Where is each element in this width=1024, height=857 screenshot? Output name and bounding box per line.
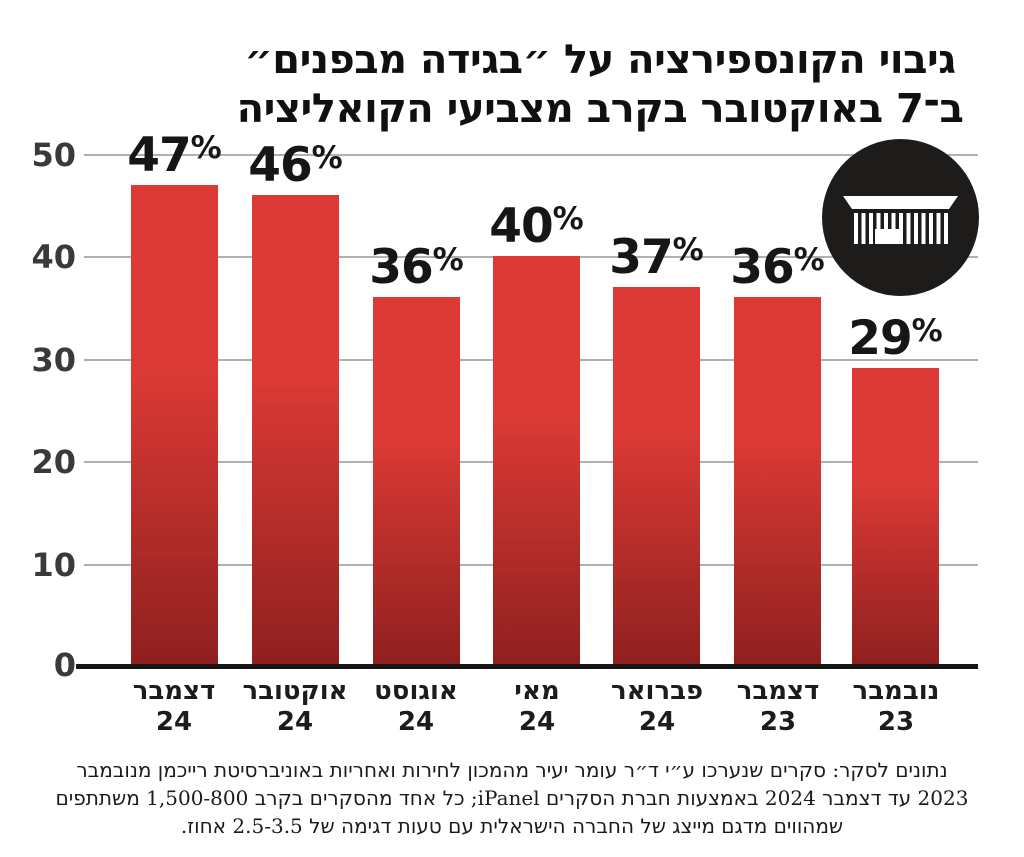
chart-title-line2: ב־7 באוקטובר בקרב מצביעי הקואליציה bbox=[236, 86, 964, 132]
bar-value-label: 36% bbox=[331, 244, 502, 291]
x-axis-label: פברואר 24 bbox=[584, 676, 730, 738]
y-axis-tick: 0 bbox=[53, 646, 76, 684]
month-label: מאי bbox=[514, 676, 560, 706]
percent-sign: % bbox=[190, 129, 222, 166]
bar bbox=[373, 296, 460, 664]
bar-group-aug-24: 36% bbox=[369, 244, 464, 664]
percent-sign: % bbox=[793, 241, 825, 278]
x-axis-label: אוקטובר 24 bbox=[222, 676, 368, 738]
month-label: אוקטובר bbox=[242, 676, 348, 706]
x-axis-line bbox=[76, 664, 978, 669]
bar-value-label: 47% bbox=[89, 132, 260, 179]
bar-group-dec-23: 36% bbox=[730, 244, 825, 664]
y-axis-tick: 40 bbox=[31, 238, 76, 276]
year-label: 24 bbox=[276, 707, 314, 737]
bar-value: 47 bbox=[127, 127, 191, 183]
bar-value: 36 bbox=[730, 239, 794, 295]
chart-title-line1: גיבוי הקונספירציה על ״בגידה מבפנים״ bbox=[244, 37, 956, 83]
percent-sign: % bbox=[672, 231, 704, 268]
month-label: פברואר bbox=[610, 676, 704, 706]
knesset-badge bbox=[822, 139, 979, 296]
chart-title: גיבוי הקונספירציה על ״בגידה מבפנים״ ב־7 … bbox=[150, 36, 1024, 134]
bar-value-label: 36% bbox=[692, 244, 863, 291]
bar-value-label: 29% bbox=[810, 315, 981, 362]
bar-group-oct-24: 46% bbox=[248, 142, 343, 664]
y-axis-tick: 20 bbox=[31, 443, 76, 481]
y-axis-tick: 30 bbox=[31, 341, 76, 379]
bar bbox=[252, 194, 339, 664]
knesset-building-icon bbox=[822, 139, 979, 296]
x-axis-label: נובמבר 23 bbox=[823, 676, 969, 738]
bar-value: 37 bbox=[609, 229, 673, 285]
x-axis-label: מאי 24 bbox=[464, 676, 610, 738]
bar bbox=[852, 368, 939, 664]
bar bbox=[131, 184, 218, 664]
bar-value: 29 bbox=[848, 311, 912, 367]
bar-value: 40 bbox=[489, 199, 553, 254]
month-label: נובמבר bbox=[852, 676, 940, 706]
bar bbox=[613, 286, 700, 664]
year-label: 24 bbox=[397, 707, 435, 737]
source-note-line1: נתונים לסקר: סקרים שנערכו ע״י ד״ר עומר י… bbox=[76, 758, 948, 782]
month-label: דצמבר bbox=[132, 676, 216, 706]
source-note: נתונים לסקר: סקרים שנערכו ע״י ד״ר עומר י… bbox=[12, 756, 1012, 840]
percent-sign: % bbox=[911, 313, 943, 350]
bar-value: 46 bbox=[248, 137, 312, 193]
bar bbox=[734, 296, 821, 664]
source-note-line3: שמהווים מדגם מייצג של החברה הישראלית עם … bbox=[180, 814, 844, 838]
bar-value-label: 46% bbox=[210, 142, 381, 189]
bar-value-label: 40% bbox=[451, 203, 622, 250]
percent-sign: % bbox=[552, 201, 584, 237]
y-axis-tick: 10 bbox=[31, 546, 76, 584]
percent-sign: % bbox=[311, 139, 343, 176]
month-label: אוגוסט bbox=[374, 676, 458, 706]
gridline-50 bbox=[84, 154, 978, 156]
bar-group-feb-24: 37% bbox=[609, 234, 704, 664]
bar-group-nov-23: 29% bbox=[848, 315, 943, 664]
year-label: 24 bbox=[518, 707, 556, 737]
percent-sign: % bbox=[432, 241, 464, 278]
year-label: 24 bbox=[155, 707, 193, 737]
source-note-line2: 2023 עד דצמבר 2024 באמצעות חברת הסקרים i… bbox=[55, 786, 969, 810]
y-axis-tick: 50 bbox=[31, 136, 76, 174]
bar-value: 36 bbox=[369, 239, 433, 295]
x-axis-label: דצמבר 24 bbox=[101, 676, 247, 738]
year-label: 23 bbox=[759, 707, 797, 737]
bar-group-dec-24: 47% bbox=[127, 132, 222, 664]
year-label: 24 bbox=[638, 707, 676, 737]
bar bbox=[493, 256, 580, 664]
x-axis-label: אוגוסט 24 bbox=[343, 676, 489, 738]
x-axis-label: דצמבר 23 bbox=[705, 676, 851, 738]
bar-group-may-24: 40% bbox=[489, 203, 584, 664]
year-label: 23 bbox=[877, 707, 915, 737]
bar-value-label: 37% bbox=[571, 234, 742, 281]
month-label: דצמבר bbox=[736, 676, 820, 706]
